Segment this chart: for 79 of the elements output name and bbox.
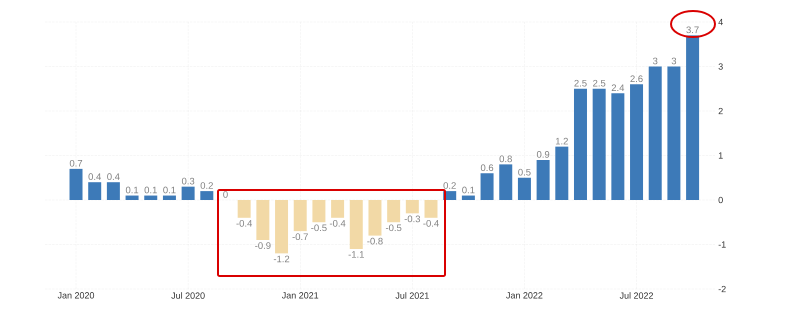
data-label: -0.4 [330,220,346,227]
data-label: 3 [672,58,676,64]
y-tick-label: 1 [718,152,723,159]
bar [536,160,550,200]
data-label: -0.5 [386,224,402,232]
data-label: 0.4 [88,173,101,180]
data-label: 0.4 [107,173,120,180]
bar [667,66,680,200]
bar [499,164,512,200]
data-label: 3.7 [686,26,699,34]
bar [555,146,568,200]
y-tick-label: -2 [718,286,726,292]
bar [368,200,382,236]
bar [88,182,102,200]
data-label: 2.4 [612,84,624,92]
data-label: -0.7 [292,233,308,240]
bar [350,200,363,249]
data-label: 0.8 [500,156,512,162]
data-label: 3 [652,58,658,64]
y-tick-label: 4 [718,18,723,26]
x-tick-label: Jul 2020 [171,292,205,299]
bar [592,88,606,200]
x-tick-label: Jan 2022 [506,292,542,299]
bar [387,200,400,222]
x-tick-label: Jul 2021 [396,292,429,299]
bar [275,200,288,254]
bar [256,200,270,240]
bar [70,168,83,200]
data-label: 0.7 [70,160,82,167]
data-label: 0.2 [443,182,456,189]
data-label: 0.3 [182,178,194,184]
y-tick-label: 2 [718,108,723,114]
bar [144,196,158,200]
data-label: -0.4 [236,220,252,227]
data-label: 2.5 [574,80,587,87]
x-tick-label: Jul 2022 [620,292,654,299]
data-label: 1.2 [556,138,568,144]
bar [331,200,344,218]
bar [480,173,494,200]
data-label: -1.1 [348,251,364,258]
bar [312,200,326,222]
bar [182,186,195,200]
y-tick-label: 3 [718,63,723,70]
x-tick-label: Jan 2020 [58,292,94,299]
data-label: -0.5 [311,224,327,232]
bar [162,196,176,200]
bar [200,191,214,200]
y-tick-label: 0 [718,196,723,204]
y-tick-label: -1 [718,241,726,248]
data-label: -1.2 [274,256,290,262]
data-label: 0 [223,191,228,198]
bar [424,200,438,218]
data-label: -0.8 [367,238,383,245]
data-label: 0.6 [480,164,494,172]
bar [574,88,587,200]
bar [611,93,624,200]
bar [630,84,644,200]
data-label: -0.4 [423,220,439,227]
bar [294,200,307,232]
data-label: -0.3 [404,216,420,222]
bar [462,196,475,200]
data-label: 0.2 [200,182,213,189]
bar [126,196,139,200]
data-label: 0.1 [144,186,157,194]
data-label: 0.5 [518,168,531,176]
bar [518,178,531,200]
data-label: -0.9 [255,242,271,249]
bar [106,182,120,200]
bar [406,200,419,214]
bar [238,200,251,218]
data-label: 0.9 [536,151,550,158]
bar [648,66,662,200]
x-tick-label: Jan 2021 [282,292,318,299]
data-label: 0.1 [462,186,474,194]
data-label: 0.1 [126,186,138,194]
data-label: 2.6 [630,75,643,82]
data-label: 0.1 [163,186,176,194]
bar [686,35,700,200]
data-label: 2.5 [593,80,606,87]
